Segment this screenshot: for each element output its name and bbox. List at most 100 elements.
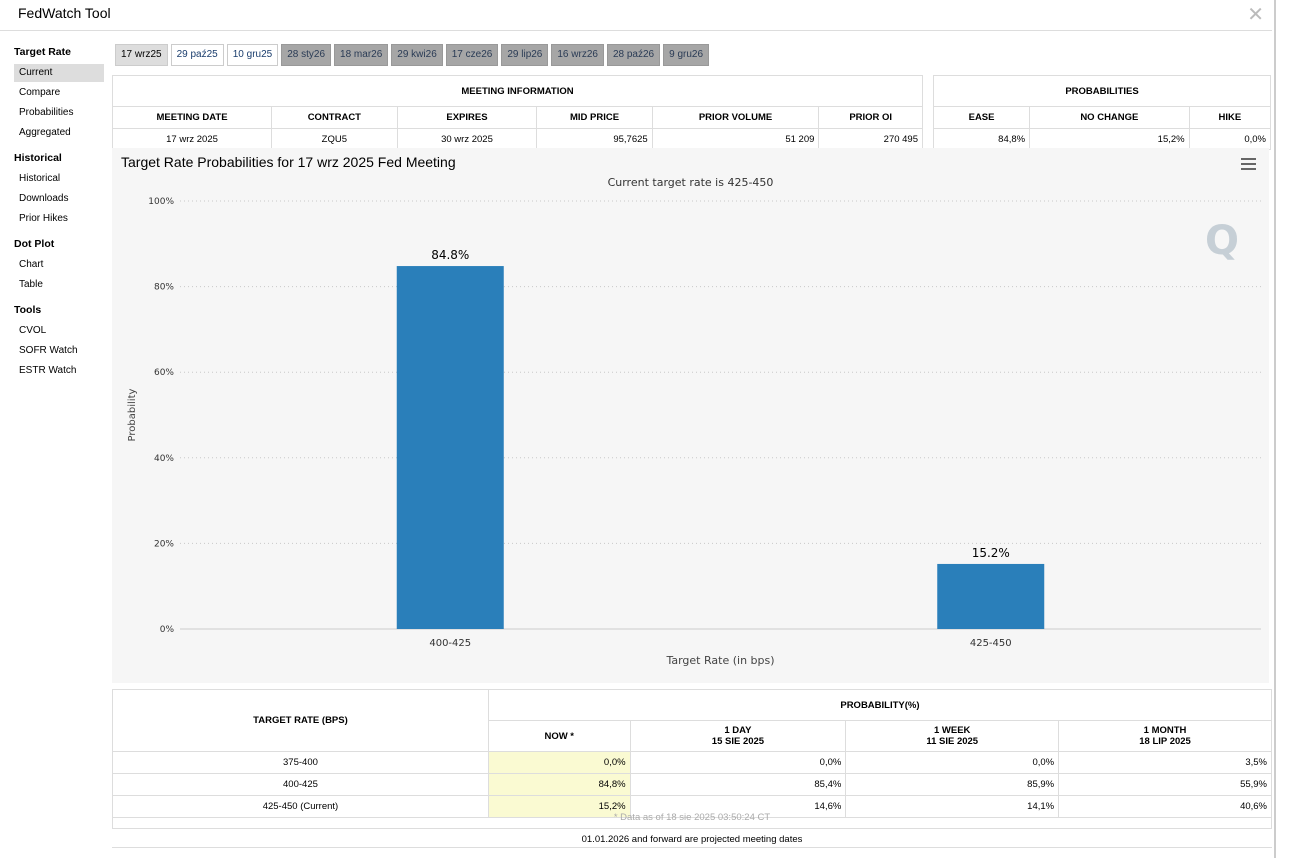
tab-10-gru25[interactable]: 10 gru25: [226, 44, 279, 66]
sidebar-item-estr-watch[interactable]: ESTR Watch: [19, 365, 77, 376]
probabilities-header: PROBABILITIES: [933, 75, 1271, 107]
tab-17-cze26[interactable]: 17 cze26: [445, 44, 499, 66]
app-title: FedWatch Tool: [18, 5, 111, 21]
probability-header: PROBABILITY(%): [487, 689, 1273, 721]
column-header-meeting-date: MEETING DATE: [111, 106, 273, 129]
sidebar-item-prior-hikes[interactable]: Prior Hikes: [19, 213, 68, 224]
sidebar-item-historical[interactable]: Historical: [19, 173, 61, 184]
sidebar-item-current[interactable]: Current: [14, 64, 104, 82]
chart-subtitle: Current target rate is 425-450: [607, 176, 774, 189]
tab-18-mar26[interactable]: 18 mar26: [334, 44, 389, 66]
sidebar-group-dot-plot: Dot Plot Chart Table: [14, 238, 104, 294]
column-header-expires: EXPIRES: [396, 106, 538, 129]
data-timestamp-note: * Data as of 18 sie 2025 03:50:24 CT: [112, 808, 1272, 829]
y-tick-label: 0%: [160, 625, 175, 635]
meeting-info-header: MEETING INFORMATION: [112, 75, 923, 107]
ease-value: 84,8%: [932, 128, 1031, 150]
column-header-label: 1 WEEK: [933, 725, 971, 736]
data-label: 84.8%: [431, 248, 469, 262]
probability-cell: 85,9%: [845, 773, 1060, 796]
probabilities-table: PROBABILITIES EASE NO CHANGE HIKE 84,8% 15…: [932, 75, 1272, 150]
meeting-info-table: MEETING INFORMATION MEETING DATE CONTRACT…: [111, 75, 923, 150]
target-rate-cell: 425-450 (Current): [112, 795, 489, 818]
sidebar-group-historical: Historical Historical Downloads Prior Hikes: [14, 152, 104, 228]
column-header-label: 1 MONTH: [1143, 725, 1187, 736]
column-header-date: 11 SIE 2025: [926, 736, 979, 747]
column-header-label: 1 DAY: [724, 725, 752, 736]
hike-value: 0,0%: [1188, 128, 1272, 150]
column-header-label: NOW *: [544, 730, 575, 742]
sidebar-item-probabilities[interactable]: Probabilities: [19, 107, 74, 118]
tab-28-sty26[interactable]: 28 sty26: [281, 44, 332, 66]
probability-cell: 0,0%: [629, 751, 847, 774]
tab-29-pa-25[interactable]: 29 paź25: [170, 44, 224, 66]
sidebar-item-aggregated[interactable]: Aggregated: [19, 127, 71, 138]
column-header-now: NOW *: [487, 720, 631, 752]
chart-menu-icon[interactable]: [1241, 158, 1256, 173]
sidebar-item-table[interactable]: Table: [19, 279, 43, 290]
probability-cell: 84,8%: [487, 773, 631, 796]
sidebar-section-title: Target Rate: [14, 46, 71, 58]
y-tick-label: 40%: [154, 454, 174, 464]
projected-dates-note: 01.01.2026 and forward are projected mee…: [581, 834, 803, 845]
column-header-no-change: NO CHANGE: [1029, 106, 1190, 129]
prior-volume-value: 51 209: [651, 128, 820, 150]
tab-16-wrz26[interactable]: 16 wrz26: [551, 44, 604, 66]
tab-17-wrz25[interactable]: 17 wrz25: [115, 44, 168, 66]
x-tick-label: 425-450: [970, 638, 1012, 649]
sidebar-item-compare[interactable]: Compare: [19, 87, 61, 98]
column-header-date: 15 SIE 2025: [711, 736, 765, 747]
probability-cell: 40,6%: [1058, 795, 1272, 818]
tab-28-pa-26[interactable]: 28 paź26: [606, 44, 661, 66]
table-row: 425-450 (Current) 15,2% 14,6% 14,1% 40,6%: [112, 795, 1272, 818]
sidebar-section-title: Dot Plot: [14, 238, 55, 250]
divider: [112, 847, 1272, 848]
column-header-hike: HIKE: [1188, 106, 1272, 129]
sidebar-group-tools: Tools CVOL SOFR Watch ESTR Watch: [14, 304, 104, 380]
column-header-1-day: 1 DAY 15 SIE 2025: [629, 720, 847, 752]
sidebar-section-title: Tools: [14, 304, 42, 316]
chart-title: Target Rate Probabilities for 17 wrz 202…: [121, 154, 456, 170]
column-header-prior-volume: PRIOR VOLUME: [651, 106, 820, 129]
contract-value: ZQU5: [271, 128, 398, 150]
y-axis-title: Probability: [127, 388, 138, 441]
scrollbar[interactable]: [1274, 0, 1276, 858]
sidebar-item-chart[interactable]: Chart: [19, 259, 44, 270]
column-header-mid-price: MID PRICE: [536, 106, 653, 129]
mid-price-value: 95,7625: [536, 128, 653, 150]
no-change-value: 15,2%: [1029, 128, 1190, 150]
sidebar-section-title: Historical: [14, 152, 62, 164]
probability-history-table: TARGET RATE (BPS) PROBABILITY(%) NOW * 1 …: [112, 689, 1273, 818]
bar-400-425[interactable]: [396, 266, 504, 629]
tab-29-lip26[interactable]: 29 lip26: [501, 44, 549, 66]
bar-425-450[interactable]: [937, 563, 1045, 629]
close-icon[interactable]: ✕: [1247, 2, 1264, 26]
probability-cell: 15,2%: [487, 795, 631, 818]
expires-value: 30 wrz 2025: [396, 128, 538, 150]
column-header-1-week: 1 WEEK 11 SIE 2025: [845, 720, 1060, 752]
meeting-date-value: 17 wrz 2025: [111, 128, 273, 150]
bar-chart: 0% 20% 40% 60% 80% 100% 84.8% 400-425 15.2% 425-4…: [127, 197, 1261, 667]
prior-oi-value: 270 495: [818, 128, 923, 150]
column-header-contract: CONTRACT: [271, 106, 398, 129]
probability-cell: 14,1%: [845, 795, 1060, 818]
probability-cell: 14,6%: [629, 795, 847, 818]
x-tick-label: 400-425: [429, 638, 471, 649]
target-rate-cell: 375-400: [112, 751, 489, 774]
sidebar-item-sofr-watch[interactable]: SOFR Watch: [19, 345, 78, 356]
x-axis-title: Target Rate (in bps): [665, 654, 774, 667]
sidebar-item-downloads[interactable]: Downloads: [19, 193, 69, 204]
y-tick-label: 60%: [154, 368, 174, 378]
probability-cell: 0,0%: [845, 751, 1060, 774]
tab-29-kwi26[interactable]: 29 kwi26: [391, 44, 443, 66]
sidebar-nav: Target Rate Current Compare Probabilities Ag…: [14, 46, 104, 390]
column-header-date: 18 LIP 2025: [1139, 736, 1191, 747]
probability-cell: 0,0%: [487, 751, 631, 774]
tab-9-gru26[interactable]: 9 gru26: [663, 44, 710, 66]
probability-cell: 85,4%: [629, 773, 847, 796]
column-header-1-month: 1 MONTH 18 LIP 2025: [1058, 720, 1272, 752]
probability-cell: 3,5%: [1058, 751, 1272, 774]
table-row: 375-400 0,0% 0,0% 0,0% 3,5%: [112, 751, 1272, 774]
sidebar-item-cvol[interactable]: CVOL: [19, 325, 47, 336]
table-row: 400-425 84,8% 85,4% 85,9% 55,9%: [112, 773, 1272, 796]
